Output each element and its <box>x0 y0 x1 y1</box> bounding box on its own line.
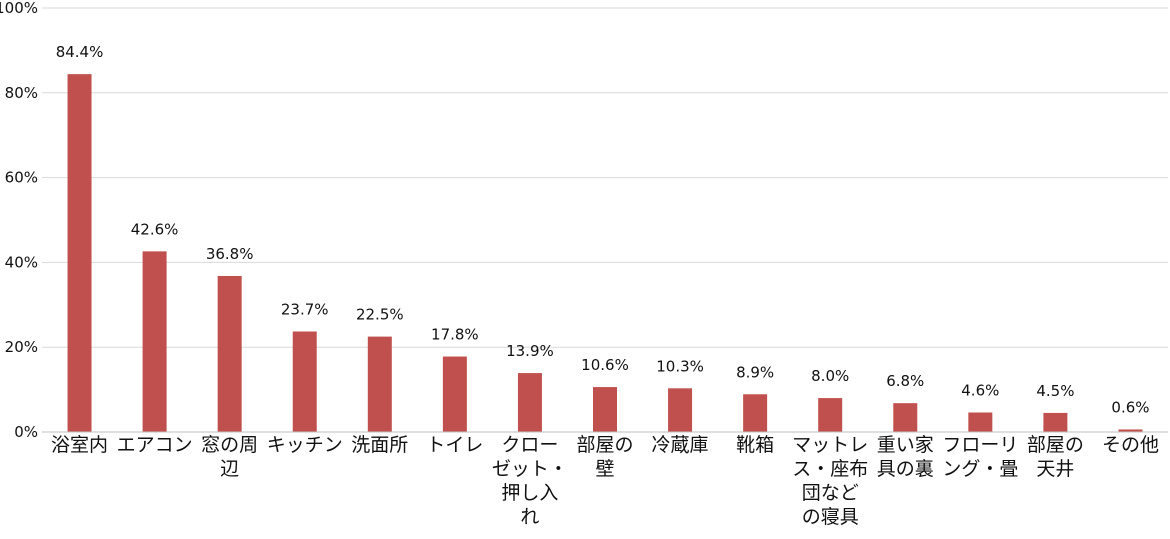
x-tick-label-line: 具の裏 <box>877 458 934 480</box>
bar <box>442 356 467 432</box>
x-tick-label: 浴室内 <box>51 434 108 456</box>
x-tick-label-line: トイレ <box>426 434 483 456</box>
data-label: 6.8% <box>886 372 924 390</box>
y-tick-label: 100% <box>0 0 38 17</box>
bar <box>593 387 617 432</box>
x-tick-label-line: 冷蔵庫 <box>652 434 709 456</box>
x-tick-label-line: マットレ <box>792 434 868 456</box>
x-tick-label-line: 洗面所 <box>351 434 408 456</box>
y-tick-label: 20% <box>5 338 38 356</box>
data-label: 10.6% <box>581 356 629 374</box>
y-tick-label: 40% <box>5 253 38 271</box>
bar <box>1118 429 1143 432</box>
data-label: 4.6% <box>961 381 999 399</box>
bar <box>1043 412 1068 432</box>
bar <box>968 412 993 432</box>
x-tick-label-line: その他 <box>1102 434 1159 456</box>
x-tick-label-line: 部屋の <box>576 434 633 456</box>
data-label: 0.6% <box>1111 398 1149 416</box>
x-tick-label: エアコン <box>117 434 193 456</box>
y-tick-label: 0% <box>14 423 38 441</box>
bar <box>743 394 768 432</box>
y-tick-label: 80% <box>5 84 38 102</box>
x-tick-label-line: の寝具 <box>802 506 859 528</box>
bar <box>668 388 693 432</box>
data-label: 42.6% <box>131 220 179 238</box>
y-tick-label: 60% <box>5 169 38 187</box>
bars <box>67 74 1143 433</box>
bar <box>217 275 242 432</box>
data-label: 10.3% <box>656 357 704 375</box>
bar <box>142 251 167 432</box>
x-tick-label-line: 押し入 <box>501 482 558 504</box>
x-tick-label-line: 靴箱 <box>736 434 774 456</box>
data-label: 4.5% <box>1036 382 1074 400</box>
x-tick-label: トイレ <box>426 434 483 456</box>
gridlines <box>42 7 1168 348</box>
x-tick-label-line: エアコン <box>117 434 193 456</box>
bar <box>893 403 918 432</box>
x-tick-label-line: フローリ <box>942 434 1018 456</box>
x-axis-category-labels: 浴室内 エアコン 窓の周辺キッチン 洗面所 トイレ クローゼット・押し入れ部屋の壁冷蔵庫靴… <box>51 434 1159 528</box>
data-label: 8.9% <box>736 363 774 381</box>
x-tick-label-line: 浴室内 <box>51 434 108 456</box>
bar <box>292 331 317 432</box>
x-tick-label-line: 天井 <box>1036 458 1074 480</box>
x-tick-label-line: 重い家 <box>877 434 934 456</box>
x-tick-label-line: 団など <box>802 482 859 504</box>
x-tick-label-line: ング・畳 <box>942 458 1018 480</box>
x-tick-label-line: 辺 <box>220 458 239 480</box>
bar <box>818 398 843 432</box>
data-label: 36.8% <box>206 245 254 263</box>
data-label: 23.7% <box>281 301 329 319</box>
data-labels: 84.4% 42.6% 36.8% 23.7% 22.5% 17.8% 13.9% 10.6%… <box>56 43 1150 416</box>
x-tick-label-line: 窓の周 <box>201 434 258 456</box>
data-label: 17.8% <box>431 326 479 344</box>
x-tick-label: キッチン <box>267 434 343 456</box>
data-label: 13.9% <box>506 342 554 360</box>
data-label: 22.5% <box>356 306 404 324</box>
bar <box>367 336 392 432</box>
x-tick-label-line: クロー <box>501 434 558 456</box>
x-tick-label-line: ゼット・ <box>492 458 568 480</box>
x-tick-label-line: れ <box>520 506 539 528</box>
bar <box>517 373 542 432</box>
x-tick-label-line: ス・座布 <box>792 458 868 480</box>
x-tick-label: 洗面所 <box>351 434 408 456</box>
y-axis-tick-labels: 0% 20% 40% 60% 80% 100% <box>0 0 38 441</box>
x-tick-label-line: 壁 <box>595 458 614 480</box>
x-tick-label: 靴箱 <box>736 434 774 456</box>
x-tick-label-line: キッチン <box>267 434 343 456</box>
data-label: 84.4% <box>56 43 104 61</box>
bar <box>67 74 92 433</box>
x-tick-label-line: 部屋の <box>1027 434 1084 456</box>
x-tick-label: 冷蔵庫 <box>652 434 709 456</box>
data-label: 8.0% <box>811 367 849 385</box>
x-tick-label: その他 <box>1102 434 1159 456</box>
